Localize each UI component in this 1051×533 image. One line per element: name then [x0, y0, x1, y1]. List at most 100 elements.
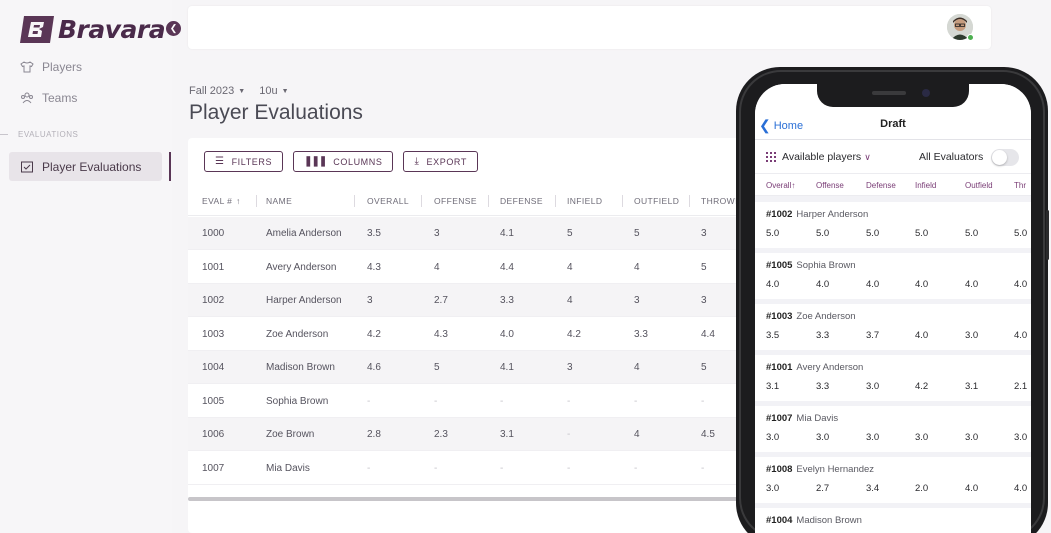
- player-id: #1007: [766, 413, 793, 424]
- table-row[interactable]: 1003 Zoe Anderson 4.2 4.3 4.0 4.2 3.3 4.4: [188, 318, 748, 351]
- mobile-screen: ❮ Home Draft Available players ∨ All Evalu…: [755, 84, 1031, 533]
- player-score: 5.0: [816, 228, 830, 239]
- table-cell: 4.2: [567, 328, 581, 340]
- collapse-sidebar-button[interactable]: ❮: [166, 21, 181, 36]
- table-row[interactable]: 1006 Zoe Brown 2.8 2.3 3.1 - 4 4.5: [188, 418, 748, 451]
- mobile-filter-bar: Available players ∨ All Evaluators: [755, 140, 1031, 174]
- table-cell: 2.7: [434, 295, 448, 306]
- player-card[interactable]: #1004 Madison Brown: [755, 508, 1031, 533]
- brand-logo[interactable]: Bravara: [20, 15, 166, 44]
- table-cell: 4.2: [367, 328, 381, 340]
- column-header[interactable]: EVAL #: [202, 196, 233, 206]
- table-row[interactable]: 1007 Mia Davis - - - - - -: [188, 452, 748, 485]
- table-row[interactable]: 1001 Avery Anderson 4.3 4 4.4 4 4 5: [188, 251, 748, 284]
- player-name: #1007 Mia Davis: [766, 413, 838, 424]
- table-cell: -: [500, 395, 504, 407]
- mobile-column-header[interactable]: Infield: [915, 181, 937, 190]
- mobile-column-header[interactable]: Overall↑: [766, 181, 796, 190]
- export-button[interactable]: ⤓ EXPORT: [403, 151, 478, 172]
- column-header[interactable]: OVERALL: [367, 196, 410, 206]
- season-select[interactable]: Fall 2023 ▼: [189, 85, 246, 97]
- mobile-column-header[interactable]: Outfield: [965, 181, 993, 190]
- column-separator[interactable]: [488, 195, 489, 207]
- table-row[interactable]: 1005 Sophia Brown - - - - - -: [188, 385, 748, 418]
- horizontal-scrollbar[interactable]: [188, 497, 748, 501]
- player-card[interactable]: #1008 Evelyn Hernandez 3.0 2.7 3.4 2.0 4.0 4.0: [755, 457, 1031, 503]
- column-separator[interactable]: [354, 195, 355, 207]
- caret-down-icon: ▼: [238, 87, 246, 95]
- table-cell: -: [701, 462, 705, 474]
- column-separator[interactable]: [555, 195, 556, 207]
- chevron-down-icon: ∨: [864, 152, 871, 162]
- sidebar-item-player-evaluations[interactable]: Player Evaluations: [9, 152, 162, 181]
- available-players-dropdown[interactable]: Available players ∨: [782, 151, 871, 163]
- column-header[interactable]: OUTFIELD: [634, 196, 680, 206]
- table-row[interactable]: 1000 Amelia Anderson 3.5 3 4.1 5 5 3: [188, 217, 748, 250]
- table-cell: -: [567, 429, 571, 440]
- mobile-column-header[interactable]: Defense: [866, 181, 896, 190]
- filters-button[interactable]: ☰ FILTERS: [204, 151, 284, 172]
- column-header[interactable]: OFFENSE: [434, 196, 477, 206]
- column-separator[interactable]: [421, 195, 422, 207]
- sidebar-item-players[interactable]: Players: [20, 60, 82, 74]
- all-evaluators-toggle[interactable]: [991, 149, 1019, 166]
- phone-bezel: [739, 70, 1045, 533]
- table-toolbar: ☰ FILTERS ❚❚❚ COLUMNS ⤓ EXPORT: [204, 151, 478, 172]
- player-name-text: Evelyn Hernandez: [796, 464, 875, 475]
- player-score: 4.0: [965, 483, 979, 494]
- table-cell: 3: [434, 228, 440, 239]
- column-separator[interactable]: [256, 195, 257, 207]
- player-card[interactable]: #1005 Sophia Brown 4.0 4.0 4.0 4.0 4.0 4.0: [755, 253, 1031, 299]
- player-card[interactable]: #1007 Mia Davis 3.0 3.0 3.0 3.0 3.0 3.0: [755, 406, 1031, 452]
- player-score: 3.0: [965, 432, 979, 443]
- columns-button[interactable]: ❚❚❚ COLUMNS: [293, 151, 394, 172]
- player-id: #1005: [766, 260, 793, 271]
- table-cell: 1002: [202, 295, 225, 306]
- mobile-column-header[interactable]: Offense: [816, 181, 844, 190]
- columns-icon: ❚❚❚: [304, 156, 327, 167]
- table-cell: 2.3: [434, 429, 448, 440]
- player-score: 3.4: [866, 483, 880, 494]
- table-cell: 4: [634, 261, 640, 273]
- toggle-knob: [992, 150, 1007, 165]
- player-name-text: Madison Brown: [796, 515, 862, 526]
- player-score: 2.1: [1014, 381, 1028, 392]
- player-name-text: Zoe Anderson: [796, 311, 856, 322]
- table-row[interactable]: 1004 Madison Brown 4.6 5 4.1 3 4 5: [188, 351, 748, 384]
- back-button[interactable]: ❮ Home: [759, 117, 804, 133]
- player-score: 3.0: [915, 432, 929, 443]
- player-card[interactable]: #1002 Harper Anderson 5.0 5.0 5.0 5.0 5.0 5.0: [755, 202, 1031, 248]
- table-cell: 4.3: [367, 261, 381, 273]
- sort-arrow-icon[interactable]: ↑: [236, 196, 241, 206]
- column-header[interactable]: DEFENSE: [500, 196, 543, 206]
- column-separator[interactable]: [622, 195, 623, 207]
- table-cell: -: [567, 395, 571, 407]
- player-card[interactable]: #1003 Zoe Anderson 3.5 3.3 3.7 4.0 3.0 4.0: [755, 304, 1031, 350]
- context-filters: Fall 2023 ▼ 10u ▼: [189, 85, 289, 97]
- mobile-title: Draft: [880, 118, 906, 130]
- table-cell: Zoe Brown: [266, 429, 315, 440]
- online-status-dot: [967, 34, 974, 41]
- table-cell: 3.1: [500, 429, 514, 440]
- player-score: 4.0: [965, 279, 979, 290]
- player-name: #1004 Madison Brown: [766, 515, 862, 526]
- table-cell: 5: [567, 228, 573, 239]
- player-card[interactable]: #1001 Avery Anderson 3.1 3.3 3.0 4.2 3.1 2.1: [755, 355, 1031, 401]
- player-score: 3.0: [866, 432, 880, 443]
- player-score: 3.1: [766, 381, 780, 392]
- column-header[interactable]: THROWI: [701, 196, 738, 206]
- mobile-column-header[interactable]: Thr: [1014, 181, 1026, 190]
- column-header[interactable]: INFIELD: [567, 196, 603, 206]
- sidebar-item-teams[interactable]: Teams: [20, 91, 77, 105]
- table-cell: 1003: [202, 328, 225, 340]
- shirt-icon: [20, 61, 34, 73]
- download-icon: ⤓: [414, 156, 420, 167]
- table-cell: 1006: [202, 429, 225, 440]
- table-cell: 4.5: [701, 429, 715, 440]
- column-header[interactable]: NAME: [266, 196, 293, 206]
- table-cell: 5: [634, 228, 640, 239]
- player-id: #1003: [766, 311, 793, 322]
- table-row[interactable]: 1002 Harper Anderson 3 2.7 3.3 4 3 3: [188, 284, 748, 317]
- column-separator[interactable]: [689, 195, 690, 207]
- division-select[interactable]: 10u ▼: [259, 85, 289, 97]
